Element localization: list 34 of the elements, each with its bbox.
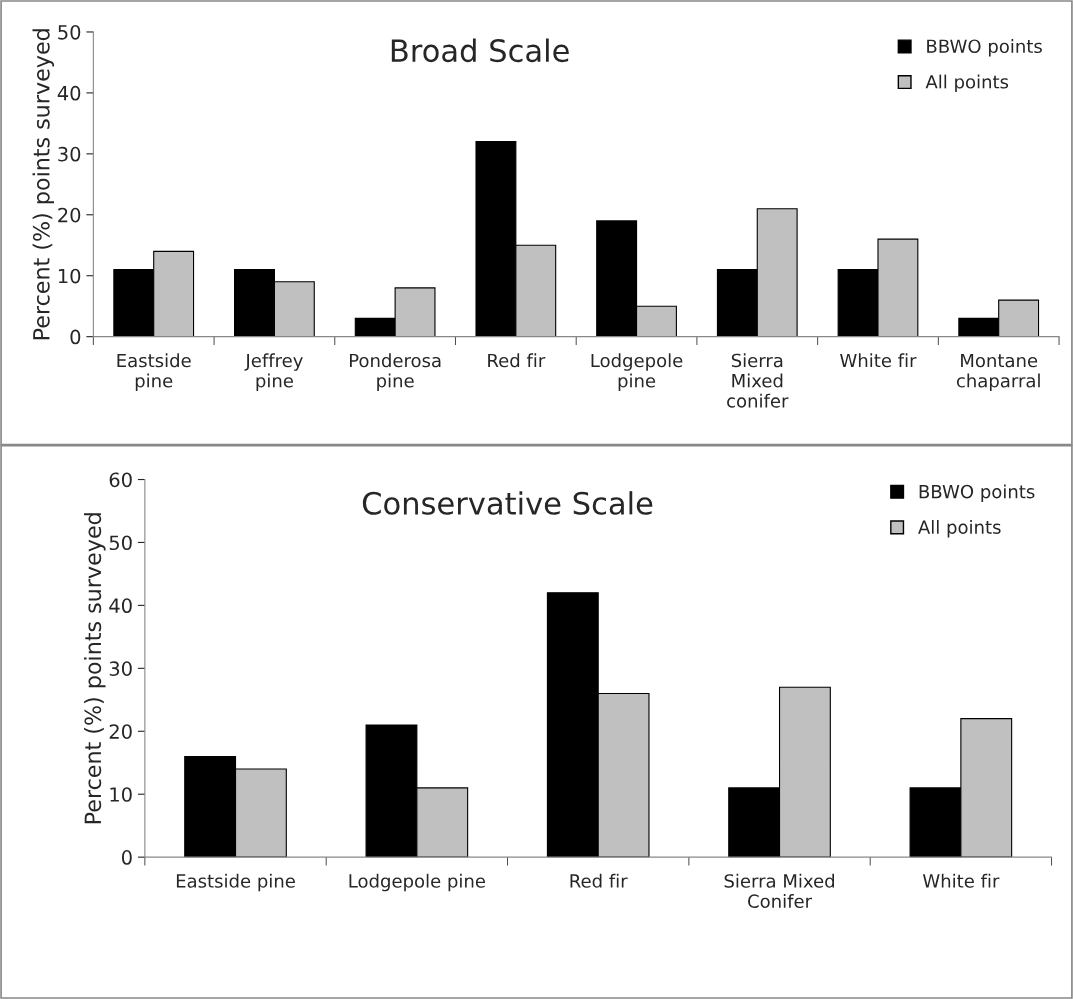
y-tick-label: 20 xyxy=(109,724,132,739)
x-tick-label: Sierra Mixed conifer xyxy=(727,353,789,408)
y-tick-label: 30 xyxy=(109,661,132,676)
x-tick-label: White fir xyxy=(840,353,917,368)
y-tick-label: 0 xyxy=(70,329,81,345)
y-tick-label: 60 xyxy=(109,472,132,488)
x-tick-label: Montane chaparral xyxy=(956,353,1040,392)
legend-label: BBWO points xyxy=(927,39,1042,57)
chart-title: Conservative Scale xyxy=(362,491,653,515)
x-tick-label: Sierra Mixed Conifer xyxy=(724,873,834,908)
y-tick-label: 40 xyxy=(57,85,81,101)
x-tick-label: Jeffrey pine xyxy=(244,353,303,392)
y-axis-title: Percent (%) points surveyed xyxy=(84,513,106,824)
legend-label: All points xyxy=(918,519,1001,538)
x-tick-label: Ponderosa pine xyxy=(349,353,441,392)
y-tick-label: 30 xyxy=(58,146,81,162)
chart-title: Broad Scale xyxy=(391,38,569,63)
x-tick-label: Red fir xyxy=(570,873,628,888)
y-tick-label: 0 xyxy=(121,850,132,865)
y-tick-label: 10 xyxy=(110,787,132,802)
y-axis-title: Percent (%) points surveyed xyxy=(32,29,55,340)
x-tick-label: Lodgepole pine xyxy=(349,873,486,892)
x-tick-label: Red fir xyxy=(488,353,546,368)
y-tick-label: 40 xyxy=(109,598,132,614)
y-tick-label: 50 xyxy=(58,24,81,40)
x-tick-label: Eastside pine xyxy=(176,873,295,892)
y-tick-label: 50 xyxy=(109,535,132,551)
y-tick-label: 20 xyxy=(58,207,81,223)
x-tick-label: White fir xyxy=(922,873,1000,888)
legend-label: BBWO points xyxy=(919,484,1035,502)
x-tick-label: Lodgepole pine xyxy=(591,353,683,392)
legend-label: All points xyxy=(925,74,1009,93)
y-tick-label: 10 xyxy=(58,268,81,284)
x-tick-label: Eastside pine xyxy=(117,353,191,392)
